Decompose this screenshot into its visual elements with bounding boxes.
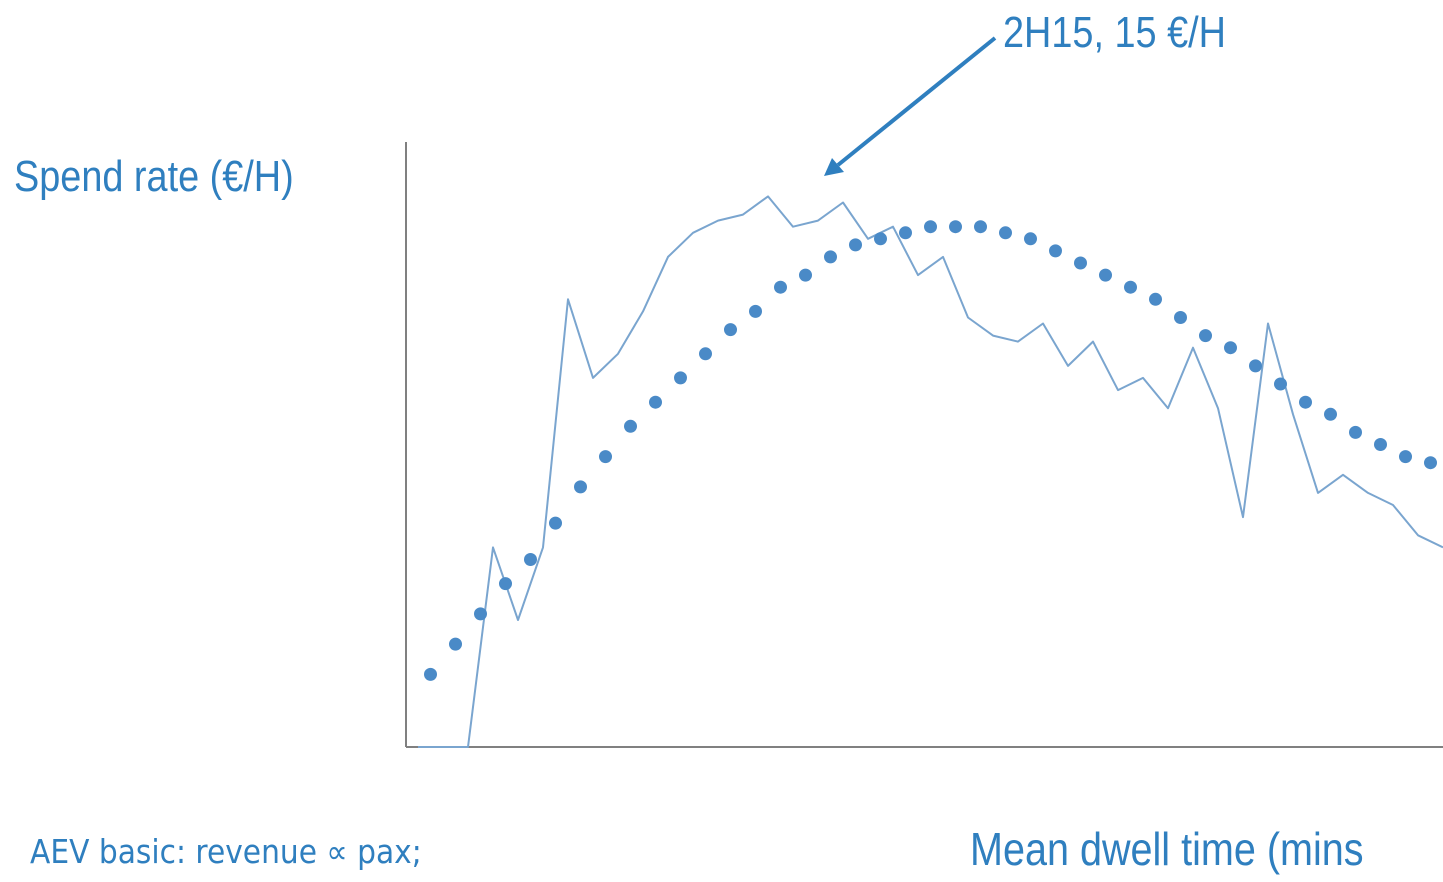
trend-point — [524, 553, 537, 566]
trend-point — [824, 250, 837, 264]
trend-point — [1224, 341, 1237, 355]
trend-point — [424, 667, 437, 681]
footnote-text: AEV basic: revenue ∝ pax; — [30, 832, 422, 871]
trend-point — [724, 323, 737, 337]
trend-point — [1099, 268, 1112, 282]
trend-point — [1324, 407, 1337, 421]
peak-annotation-label: 2H15, 15 €/H — [1003, 8, 1226, 57]
trend-point — [1024, 232, 1037, 246]
trend-point — [1274, 377, 1287, 391]
trend-point — [749, 304, 762, 318]
trend-point — [1049, 244, 1062, 258]
trend-point — [449, 637, 462, 651]
trend-point — [1399, 450, 1412, 464]
trend-point — [699, 347, 712, 361]
trend-point — [1249, 359, 1262, 373]
y-axis-label: Spend rate (€/H) — [14, 152, 294, 201]
trend-point — [1199, 329, 1212, 343]
trend-point — [1124, 280, 1137, 294]
trend-point — [474, 607, 487, 621]
trend-point — [999, 226, 1012, 240]
trend-point — [649, 395, 662, 409]
trend-point — [924, 220, 937, 234]
trend-point — [1074, 256, 1087, 270]
trend-point — [1374, 438, 1387, 451]
trend-point — [899, 226, 912, 240]
trend-point — [499, 577, 512, 591]
trend-point — [974, 220, 987, 234]
trend-point — [774, 280, 787, 294]
trend-point — [849, 238, 862, 252]
trend-point — [1149, 292, 1162, 306]
trend-point — [599, 450, 612, 464]
trend-series-dots — [424, 220, 1437, 681]
spend-rate-series-line — [418, 195, 1443, 748]
trend-point — [799, 268, 812, 282]
trend-point — [574, 480, 587, 494]
trend-point — [1349, 425, 1362, 439]
trend-point — [874, 232, 887, 246]
trend-point — [674, 371, 687, 385]
x-axis-label: Mean dwell time (mins — [970, 823, 1364, 875]
annotation-arrow-icon — [824, 36, 997, 176]
trend-point — [1174, 311, 1187, 324]
trend-point — [1424, 456, 1437, 470]
trend-point — [949, 220, 962, 234]
trend-point — [549, 516, 562, 530]
trend-point — [1299, 395, 1312, 409]
trend-point — [624, 419, 637, 433]
